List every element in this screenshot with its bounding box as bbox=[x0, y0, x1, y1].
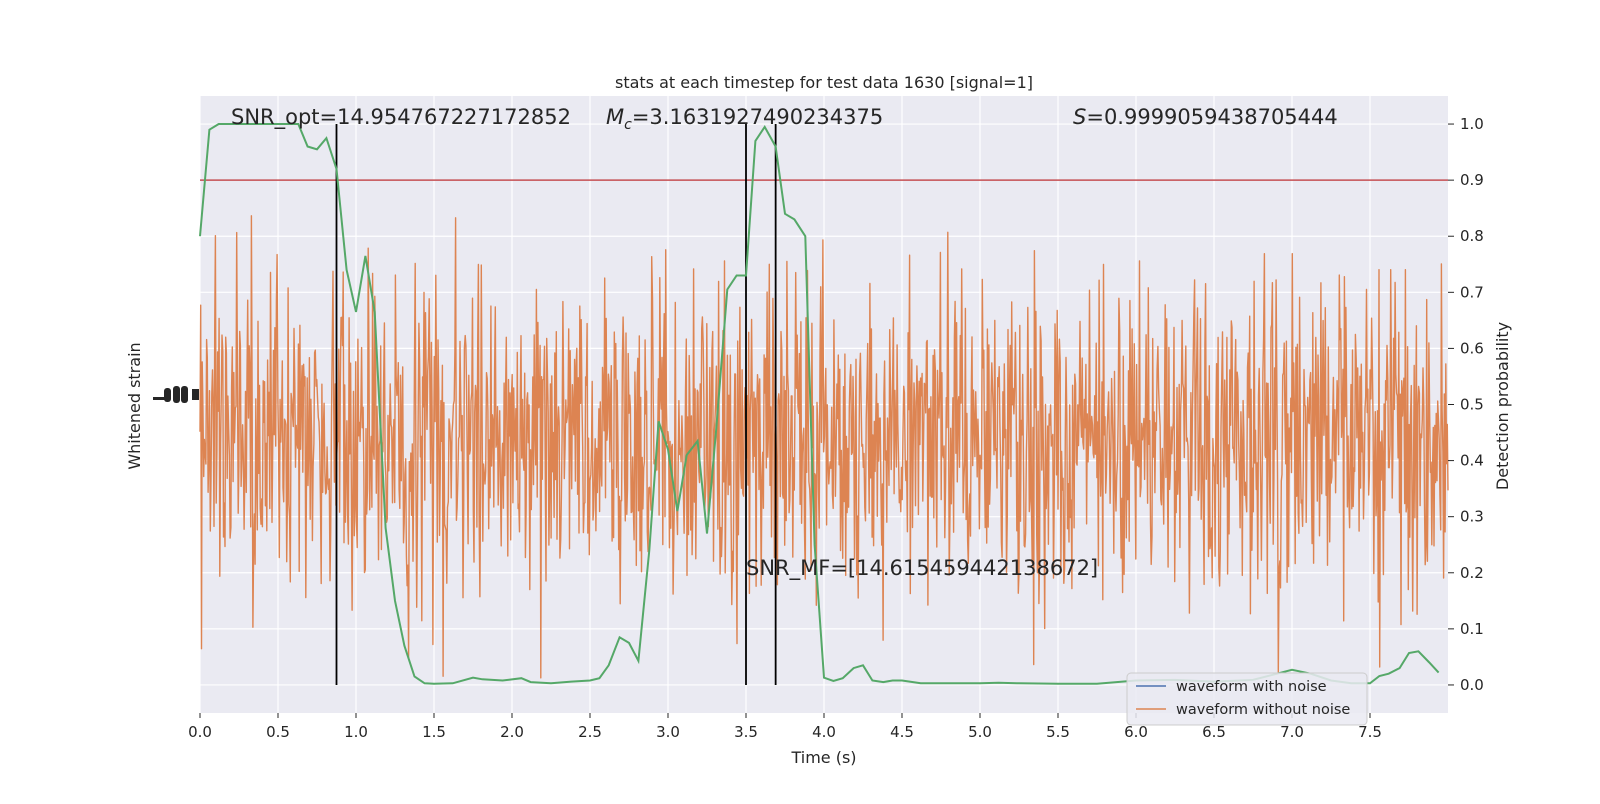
x-tick-label: 1.0 bbox=[344, 723, 368, 741]
x-axis-label: Time (s) bbox=[790, 748, 856, 767]
y-tick-label: 0.7 bbox=[1460, 283, 1484, 301]
x-tick-label: 2.5 bbox=[578, 723, 602, 741]
annotation-s-score: S=0.9999059438705444 bbox=[1073, 105, 1338, 129]
legend-label-with-noise: waveform with noise bbox=[1176, 679, 1327, 695]
x-tick-label: 2.0 bbox=[500, 723, 524, 741]
legend-box bbox=[1126, 672, 1368, 726]
y-tick-label: 0.3 bbox=[1460, 508, 1484, 526]
y-tick-label: 0.5 bbox=[1460, 396, 1484, 414]
left-axis-tick-cluster bbox=[153, 386, 199, 403]
y-axis-right-ticks: 0.0 0.1 0.2 0.3 0.4 0.5 0.6 0.7 0.8 0.9 1.0 bbox=[1448, 115, 1484, 694]
legend-label-without-noise: waveform without noise bbox=[1176, 702, 1350, 718]
annotation-snr-opt: SNR_opt=14.954767227172852 bbox=[231, 105, 571, 130]
y-tick-label: 0.9 bbox=[1460, 171, 1484, 189]
x-tick-label: 3.5 bbox=[734, 723, 758, 741]
legend: waveform with noise waveform without noi… bbox=[1126, 672, 1368, 726]
y-axis-right-label: Detection probability bbox=[1493, 322, 1512, 490]
x-tick-label: 3.0 bbox=[656, 723, 680, 741]
y-tick-label: 0.2 bbox=[1460, 564, 1484, 582]
x-tick-label: 6.0 bbox=[1124, 723, 1148, 741]
waveform-without-noise-path bbox=[199, 215, 1449, 679]
x-tick-label: 5.5 bbox=[1046, 723, 1070, 741]
x-tick-label: 4.5 bbox=[890, 723, 914, 741]
x-tick-label: 0.5 bbox=[266, 723, 290, 741]
x-tick-label: 5.0 bbox=[968, 723, 992, 741]
y-tick-label: 0.1 bbox=[1460, 620, 1484, 638]
y-tick-label: 0.6 bbox=[1460, 339, 1484, 357]
x-tick-label: 7.5 bbox=[1358, 723, 1382, 741]
y-tick-label: 0.0 bbox=[1460, 676, 1484, 694]
x-tick-label: 7.0 bbox=[1280, 723, 1304, 741]
vertical-marker-lines bbox=[335, 124, 777, 685]
y-tick-label: 0.4 bbox=[1460, 452, 1484, 470]
x-axis-ticks: 0.0 0.5 1.0 1.5 2.0 2.5 3.0 3.5 4.0 4.5 5.0 5.5 6.0 6… bbox=[188, 713, 1382, 741]
x-tick-label: 6.5 bbox=[1202, 723, 1226, 741]
y-tick-label: 0.8 bbox=[1460, 227, 1484, 245]
chart-title: stats at each timestep for test data 163… bbox=[615, 73, 1033, 92]
x-tick-label: 1.5 bbox=[422, 723, 446, 741]
annotation-chirp-mass: Mc=3.1631927490234375 bbox=[606, 105, 883, 133]
y-axis-left-label: Whitened strain bbox=[125, 342, 144, 469]
x-tick-label: 4.0 bbox=[812, 723, 836, 741]
waveform-without-noise-trace bbox=[199, 215, 1449, 679]
y-tick-label: 1.0 bbox=[1460, 115, 1484, 133]
annotation-snr-mf: SNR_MF=[14.615459442138672] bbox=[746, 556, 1098, 581]
x-tick-label: 0.0 bbox=[188, 723, 212, 741]
